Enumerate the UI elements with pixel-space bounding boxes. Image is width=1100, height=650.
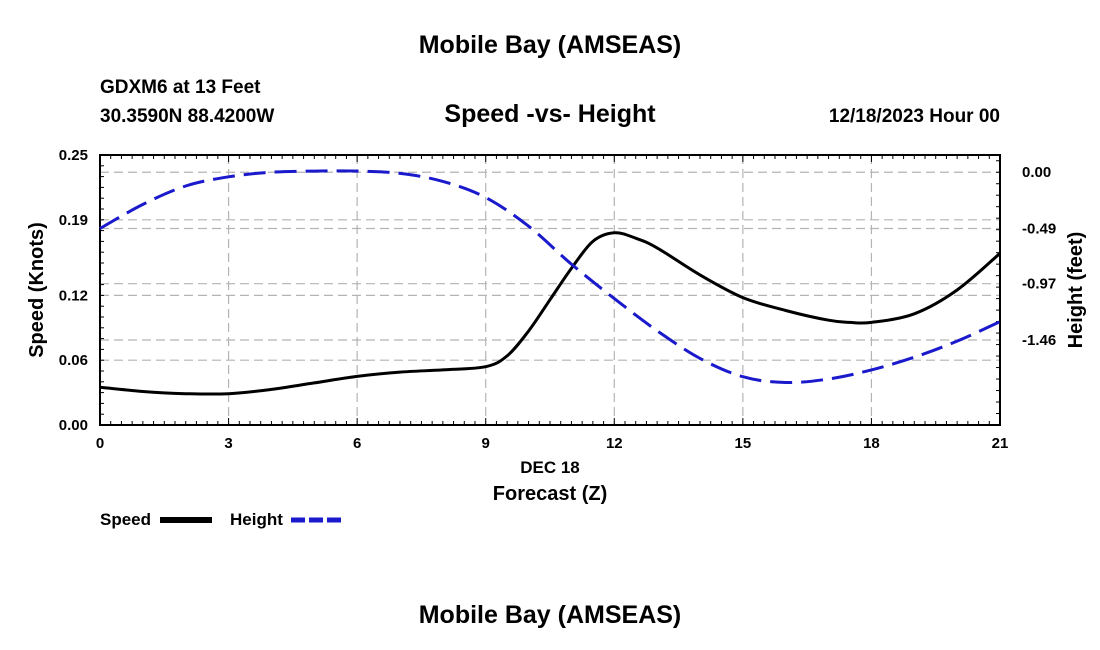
y-right-tick-label: -1.46: [1022, 332, 1056, 349]
y-left-tick-label: 0.00: [59, 417, 88, 434]
minor-ticks: [99, 154, 1001, 426]
x-tick-label: 21: [992, 435, 1009, 452]
y-left-axis-title: Speed (Knots): [26, 222, 48, 358]
chart-title: Mobile Bay (AMSEAS): [418, 31, 682, 59]
x-axis-title: Forecast (Z): [493, 483, 607, 505]
x-tick-label: 3: [224, 435, 232, 452]
y-left-tick-label: 0.19: [59, 212, 88, 229]
x-tick-label: 0: [96, 435, 104, 452]
station-coordinates: 30.3590N 88.4200W: [100, 106, 275, 127]
station-name: GDXM6 at 13 Feet: [100, 77, 261, 98]
x-tick-label: 6: [353, 435, 361, 452]
legend-label-speed: Speed: [100, 510, 151, 529]
footer-title: Mobile Bay (AMSEAS): [418, 601, 682, 629]
x-tick-label: 12: [606, 435, 623, 452]
forecast-date: 12/18/2023 Hour 00: [828, 106, 1000, 127]
y-right-tick-label: -0.97: [1022, 276, 1056, 293]
y-right-axis-title: Height (feet): [1065, 232, 1087, 349]
chart-subtitle: Speed -vs- Height: [444, 100, 656, 128]
axis-labels: 0 3 6 9 12 15 18 21 0.00 0.06 0.12 0.19 0.25 0.00 -0.4…: [26, 147, 1087, 505]
y-right-tick-label: -0.49: [1022, 221, 1056, 238]
y-right-tick-label: 0.00: [1022, 164, 1051, 181]
y-left-tick-label: 0.25: [59, 147, 88, 164]
legend: Speed Height: [100, 510, 343, 529]
x-tick-label: 18: [863, 435, 880, 452]
x-tick-label: 15: [735, 435, 752, 452]
grid-lines: [100, 155, 1000, 425]
y-left-tick-label: 0.06: [59, 352, 88, 369]
series-layer: [99, 169, 1001, 396]
plot-border: [99, 154, 1001, 426]
speed-series-line: [99, 231, 1001, 396]
x-axis-date-label: DEC 18: [520, 458, 580, 477]
x-tick-label: 9: [482, 435, 490, 452]
plot-frame: [99, 154, 1001, 426]
height-series-line: [99, 169, 1001, 385]
y-left-tick-label: 0.12: [59, 287, 88, 304]
legend-label-height: Height: [230, 510, 283, 529]
